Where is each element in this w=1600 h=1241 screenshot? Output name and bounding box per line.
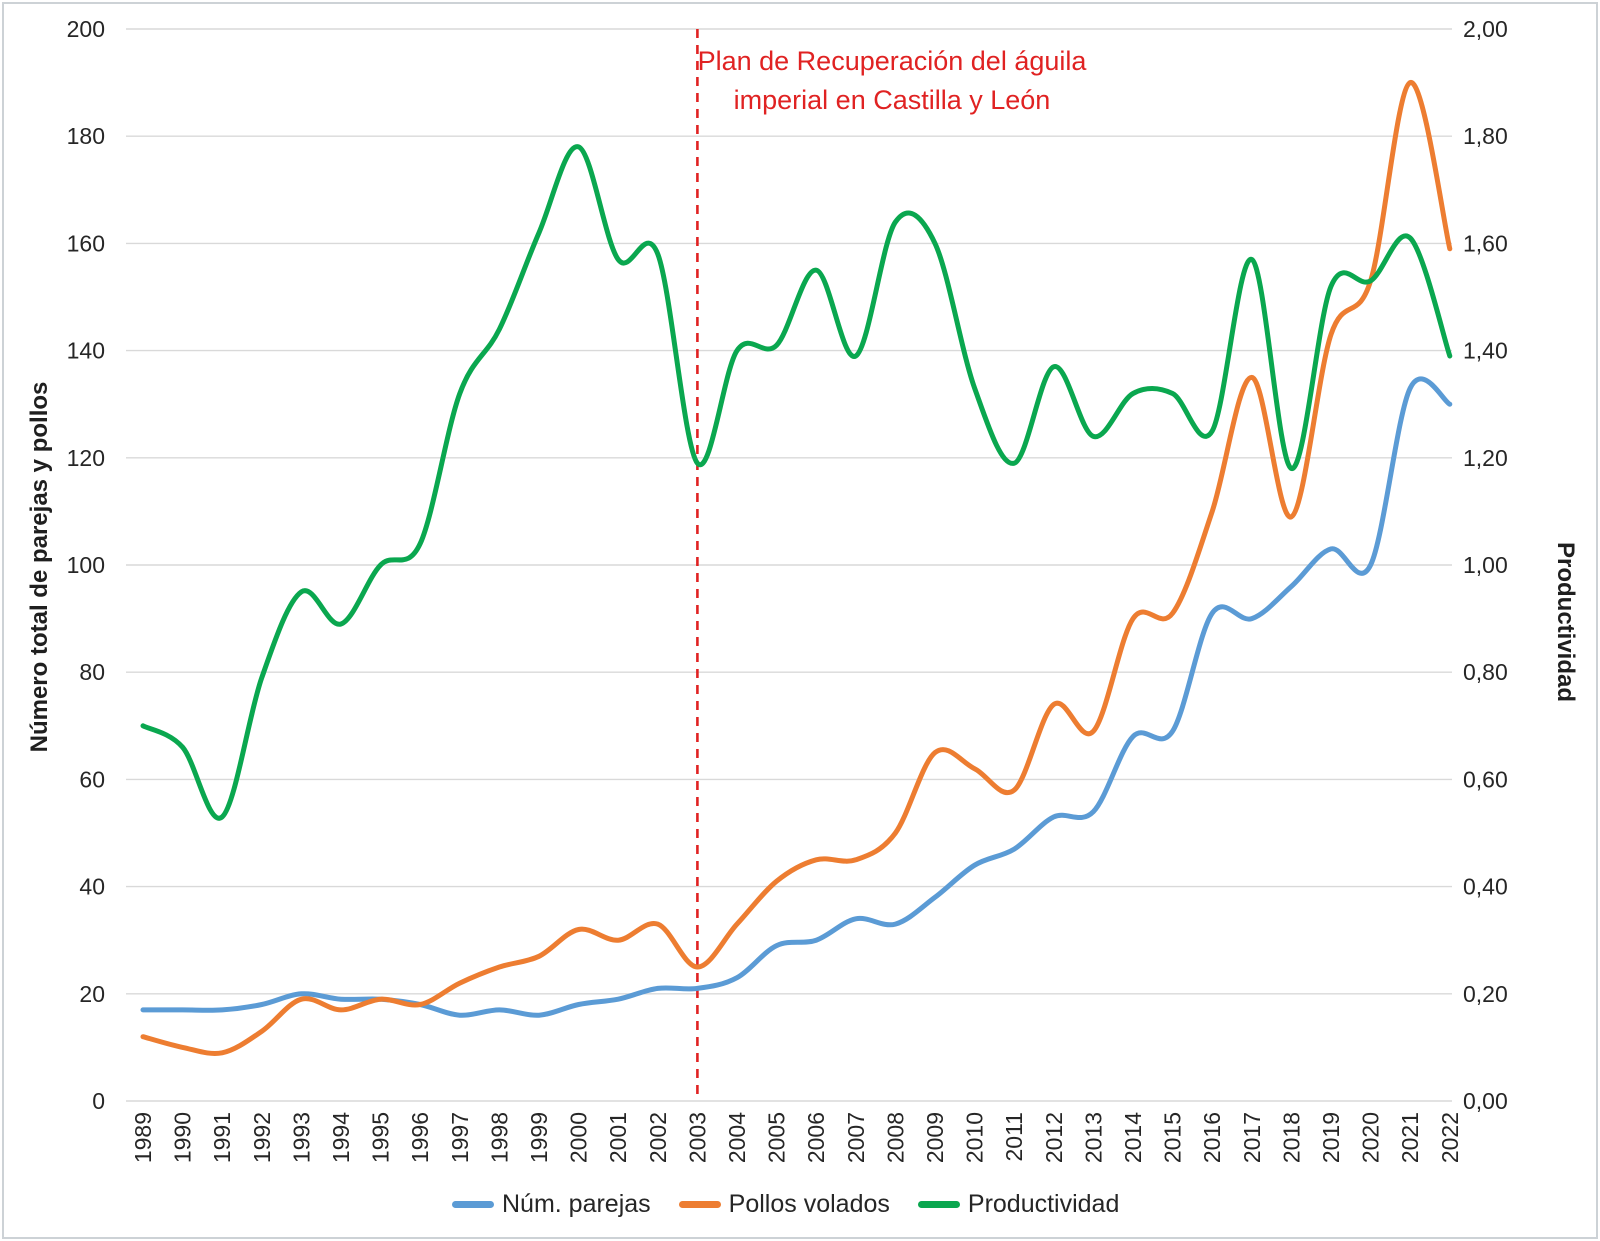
x-axis-tick-label: 2012 xyxy=(1041,1112,1067,1163)
x-axis-tick-label: 2015 xyxy=(1160,1112,1186,1163)
x-axis-tick-label: 1998 xyxy=(486,1112,512,1163)
legend-swatch-pollos-volados xyxy=(678,1201,721,1208)
x-axis-tick-label: 2013 xyxy=(1080,1112,1106,1163)
recovery-plan-annotation-line2: imperial en Castilla y León xyxy=(733,85,1051,115)
legend-item-num-parejas: Núm. parejas xyxy=(452,1190,651,1219)
right-axis-tick-label: 0,60 xyxy=(1463,766,1508,792)
recovery-plan-annotation: Plan de Recuperación del águila imperial… xyxy=(642,42,1142,120)
right-axis-tick-label: 1,20 xyxy=(1463,445,1508,471)
left-axis-tick-label: 160 xyxy=(67,230,105,256)
x-axis-tick-label: 2018 xyxy=(1278,1112,1304,1163)
x-axis-tick-label: 1990 xyxy=(170,1112,196,1163)
right-axis-tick-label: 0,20 xyxy=(1463,981,1508,1007)
series-line-productividad xyxy=(140,144,1453,821)
x-axis-tick-label: 2000 xyxy=(566,1112,592,1163)
legend-label-num-parejas: Núm. parejas xyxy=(502,1190,651,1218)
left-axis-tick-label: 20 xyxy=(79,981,105,1007)
x-axis-tick-label: 1995 xyxy=(368,1112,394,1163)
legend-swatch-num-parejas xyxy=(452,1201,494,1208)
series-line-pollos-volados xyxy=(140,80,1453,1056)
x-axis-tick-label: 2011 xyxy=(1001,1112,1027,1161)
x-axis-tick-label: 1992 xyxy=(249,1112,275,1163)
x-axis-tick-label: 2022 xyxy=(1437,1112,1463,1163)
x-axis-tick-label: 1994 xyxy=(328,1112,354,1163)
x-axis-tick-label: 2006 xyxy=(803,1112,829,1163)
left-axis-tick-label: 80 xyxy=(79,659,105,685)
legend-label-productividad: Productividad xyxy=(967,1190,1120,1218)
left-axis-tick-label: 40 xyxy=(79,874,105,900)
x-axis-tick-label: 2008 xyxy=(882,1112,908,1163)
right-axis-tick-label: 0,40 xyxy=(1463,874,1508,900)
legend-swatch-productividad xyxy=(917,1201,960,1208)
left-axis-tick-label: 60 xyxy=(79,766,105,792)
x-axis-tick-label: 1989 xyxy=(130,1112,156,1163)
x-axis-tick-label: 2020 xyxy=(1358,1112,1384,1163)
legend-label-pollos-volados: Pollos volados xyxy=(728,1190,890,1218)
series-line-n-m-parejas xyxy=(140,376,1453,1018)
x-axis-tick-label: 2019 xyxy=(1318,1112,1344,1163)
x-axis-tick-label: 2009 xyxy=(922,1112,948,1163)
x-axis-tick-label: 2010 xyxy=(962,1112,988,1163)
right-axis-tick-label: 1,60 xyxy=(1463,230,1508,256)
x-axis-tick-label: 2001 xyxy=(605,1112,631,1163)
x-axis-tick-label: 1991 xyxy=(209,1112,235,1163)
legend-item-pollos-volados: Pollos volados xyxy=(678,1190,890,1219)
left-axis-tick-label: 120 xyxy=(67,445,105,471)
x-axis-tick-label: 1993 xyxy=(288,1112,314,1163)
left-axis-tick-label: 0 xyxy=(92,1088,105,1114)
x-axis-tick-label: 2004 xyxy=(724,1112,750,1163)
x-axis-tick-label: 2021 xyxy=(1397,1112,1423,1163)
right-axis-tick-label: 0,00 xyxy=(1463,1088,1508,1114)
left-axis-tick-label: 180 xyxy=(67,123,105,149)
right-axis-title: Productividad xyxy=(1552,541,1579,703)
right-axis-tick-label: 1,80 xyxy=(1463,123,1508,149)
x-axis-tick-label: 1996 xyxy=(407,1112,433,1163)
left-axis-tick-label: 200 xyxy=(67,16,105,42)
x-axis-tick-label: 2016 xyxy=(1199,1112,1225,1163)
x-axis-tick-label: 2003 xyxy=(684,1112,710,1163)
legend: Núm. parejas Pollos volados Productivida… xyxy=(452,1190,1119,1219)
left-axis-title: Número total de parejas y pollos xyxy=(26,381,53,753)
x-axis-tick-label: 2007 xyxy=(843,1112,869,1163)
x-axis-tick-label: 1999 xyxy=(526,1112,552,1163)
left-axis-tick-label: 140 xyxy=(67,338,105,364)
left-axis-tick-label: 100 xyxy=(67,552,105,578)
recovery-plan-annotation-line1: Plan de Recuperación del águila xyxy=(697,46,1087,76)
right-axis-tick-label: 2,00 xyxy=(1463,16,1508,42)
x-axis-tick-label: 2014 xyxy=(1120,1112,1146,1163)
right-axis-tick-label: 1,40 xyxy=(1463,338,1508,364)
x-axis-tick-label: 2017 xyxy=(1239,1112,1265,1163)
x-axis-tick-label: 2005 xyxy=(764,1112,790,1163)
right-axis-tick-label: 0,80 xyxy=(1463,659,1508,685)
x-axis-tick-label: 2002 xyxy=(645,1112,671,1163)
x-axis-tick-label: 1997 xyxy=(447,1112,473,1163)
right-axis-tick-label: 1,00 xyxy=(1463,552,1508,578)
legend-item-productividad: Productividad xyxy=(917,1190,1120,1219)
